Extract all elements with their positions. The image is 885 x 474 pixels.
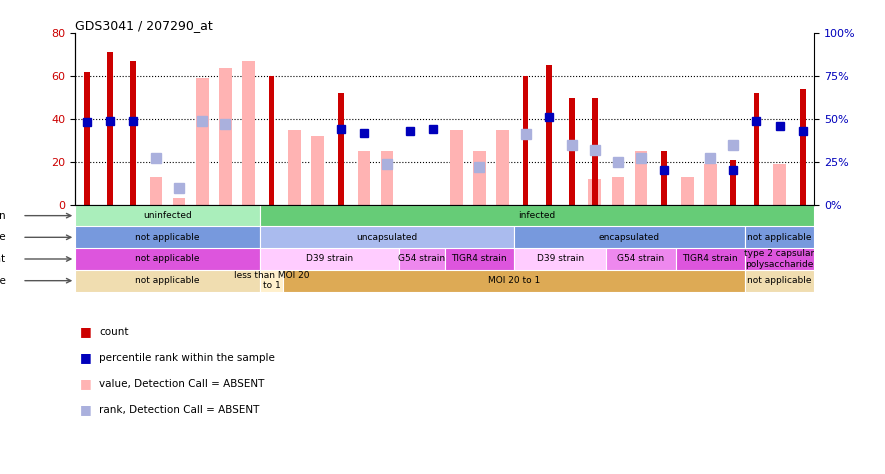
Bar <box>75 270 260 292</box>
Bar <box>283 270 745 292</box>
Bar <box>150 177 163 205</box>
Bar <box>107 53 112 205</box>
Text: not applicable: not applicable <box>135 233 200 242</box>
Bar <box>445 248 514 270</box>
Bar <box>773 164 786 205</box>
Text: TIGR4 strain: TIGR4 strain <box>451 255 507 264</box>
Text: dose: dose <box>0 276 6 286</box>
Bar <box>242 61 255 205</box>
Bar <box>704 164 717 205</box>
Bar <box>173 198 186 205</box>
Bar <box>745 227 814 248</box>
Text: not applicable: not applicable <box>747 233 812 242</box>
Text: value, Detection Call = ABSENT: value, Detection Call = ABSENT <box>99 379 265 389</box>
Text: infection: infection <box>0 210 6 220</box>
Bar <box>523 76 528 205</box>
Bar <box>635 151 647 205</box>
Text: not applicable: not applicable <box>747 276 812 285</box>
Text: D39 strain: D39 strain <box>536 255 584 264</box>
Bar <box>745 270 814 292</box>
Bar <box>381 151 393 205</box>
Bar <box>473 151 486 205</box>
Text: ■: ■ <box>80 351 91 365</box>
Text: TIGR4 strain: TIGR4 strain <box>682 255 738 264</box>
Text: not applicable: not applicable <box>135 255 200 264</box>
Bar <box>754 93 759 205</box>
Bar <box>675 248 745 270</box>
Bar <box>260 248 398 270</box>
Bar <box>569 98 574 205</box>
Bar <box>130 61 135 205</box>
Bar <box>75 205 260 227</box>
Bar <box>358 151 370 205</box>
Bar <box>681 177 694 205</box>
Bar <box>269 76 274 205</box>
Bar <box>546 65 551 205</box>
Text: encapsulated: encapsulated <box>599 233 660 242</box>
Text: G54 strain: G54 strain <box>398 255 445 264</box>
Bar <box>289 130 301 205</box>
Bar <box>514 248 606 270</box>
Bar <box>84 72 89 205</box>
Bar <box>745 248 814 270</box>
Bar <box>196 78 209 205</box>
Bar <box>398 248 445 270</box>
Bar <box>450 130 463 205</box>
Text: uninfected: uninfected <box>143 211 192 220</box>
Bar <box>661 151 667 205</box>
Bar <box>260 227 514 248</box>
Bar <box>338 93 343 205</box>
Text: less than MOI 20
to 1: less than MOI 20 to 1 <box>234 271 309 291</box>
Bar <box>260 270 283 292</box>
Bar <box>75 227 260 248</box>
Text: uncapsulated: uncapsulated <box>357 233 418 242</box>
Text: ■: ■ <box>80 377 91 391</box>
Bar <box>589 179 601 205</box>
Bar <box>800 89 805 205</box>
Bar <box>496 130 509 205</box>
Bar <box>260 205 814 227</box>
Text: GDS3041 / 207290_at: GDS3041 / 207290_at <box>75 19 213 32</box>
Text: ■: ■ <box>80 325 91 338</box>
Bar <box>592 98 597 205</box>
Bar <box>514 227 745 248</box>
Text: percentile rank within the sample: percentile rank within the sample <box>99 353 275 363</box>
Text: MOI 20 to 1: MOI 20 to 1 <box>488 276 540 285</box>
Text: agent: agent <box>0 254 6 264</box>
Bar <box>219 67 232 205</box>
Text: rank, Detection Call = ABSENT: rank, Detection Call = ABSENT <box>99 405 259 415</box>
Bar <box>730 160 736 205</box>
Text: infected: infected <box>519 211 556 220</box>
Text: cell type: cell type <box>0 232 6 242</box>
Text: ■: ■ <box>80 403 91 417</box>
Text: count: count <box>99 327 128 337</box>
Bar <box>75 248 260 270</box>
Text: not applicable: not applicable <box>135 276 200 285</box>
Bar <box>312 136 324 205</box>
Text: type 2 capsular
polysaccharide: type 2 capsular polysaccharide <box>744 249 815 269</box>
Text: D39 strain: D39 strain <box>305 255 353 264</box>
Bar <box>606 248 675 270</box>
Text: G54 strain: G54 strain <box>618 255 665 264</box>
Bar <box>612 177 624 205</box>
